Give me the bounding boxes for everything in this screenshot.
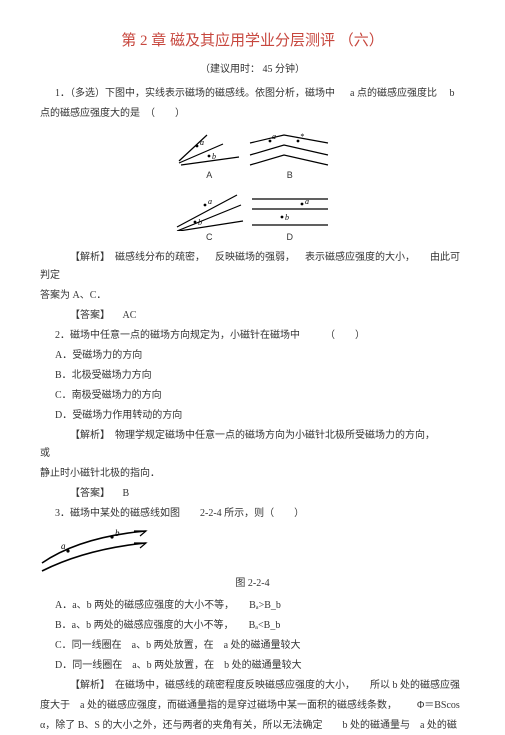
q1-stem-2: 点的磁感应强度大的是 （ ）: [40, 105, 465, 123]
q3-stem: 3．磁场中某处的磁感线如图 2-2-4 所示，则（ ）: [40, 505, 465, 523]
q2-ans-label: 【答案】: [70, 488, 110, 499]
svg-text:a: a: [208, 197, 212, 206]
fig-c: a b C: [173, 191, 245, 245]
q1-ans-label: 【答案】: [70, 310, 110, 321]
q3-figure: a b: [40, 527, 465, 573]
svg-text:*: *: [300, 132, 304, 141]
q1-figrow2: a b C a b D: [40, 191, 465, 247]
q2-stem: 2．磁场中任意一点的磁场方向规定为，小磁针在磁场中 （ ）: [40, 327, 465, 345]
q2-explain2: 静止时小磁针北极的指向．: [40, 465, 465, 483]
q2-explain: 【解析】 物理学规定磁场中任意一点的磁场方向为小磁针北极所受磁场力的方向， 或: [40, 427, 465, 463]
q3-optC: C．同一线圈在 a、b 两处放置，在 a 处的磁通量较大: [40, 637, 465, 655]
q2-optC: C．南极受磁场力的方向: [40, 387, 465, 405]
svg-text:a: a: [305, 197, 309, 206]
q1-stem: 1．（多选）下图中，实线表示磁场的磁感线。依图分析，磁场中 a 点的磁感应强度比…: [40, 85, 465, 103]
q1-exp-b: 反映磁场的强弱，: [215, 252, 295, 263]
q1-ans-val: AC: [123, 310, 137, 321]
svg-text:b: b: [115, 528, 120, 538]
q3-exp2b: Φ＝BScos: [417, 700, 460, 711]
q1-text-b: a 点的磁感应强度比: [350, 88, 437, 99]
q3-explain: 【解析】 在磁场中，磁感线的疏密程度反映磁感应强度的大小， 所以 b 处的磁感应…: [40, 677, 465, 695]
q3B-b: Bₐ<B_b: [249, 620, 281, 631]
q3-exp-b: 所以 b 处的磁感应强: [370, 680, 460, 691]
q2-answer: 【答案】 B: [40, 485, 465, 503]
q3-optA: A．a、b 两处的磁感应强度的大小不等， Bₐ>B_b: [40, 597, 465, 615]
fig-d: a b D: [248, 191, 332, 245]
q2-optD: D．受磁场力作用转动的方向: [40, 407, 465, 425]
q3-exp3b: b 处的磁通量与 a 处的磁: [342, 720, 456, 731]
q1-exp-a: 【解析】 磁感线分布的疏密，: [70, 252, 205, 263]
q2-optA: A．受磁场力的方向: [40, 347, 465, 365]
q2-exp-b: 或: [40, 448, 50, 459]
q3-explain2: 度大于 a 处的磁感应强度，而磁通量指的是穿过磁场中某一面积的磁感线条数， Φ＝…: [40, 697, 465, 715]
svg-text:b: b: [285, 213, 289, 222]
svg-text:a: a: [200, 138, 204, 147]
q3B-a: B．a、b 两处的磁感应强度的大小不等，: [55, 620, 234, 631]
q3A-a: A．a、b 两处的磁感应强度的大小不等，: [55, 600, 234, 611]
q2-ans-val: B: [123, 488, 130, 499]
svg-text:b: b: [198, 218, 202, 227]
q1-explain: 【解析】 磁感线分布的疏密， 反映磁场的强弱， 表示磁感应强度的大小， 由此可判…: [40, 249, 465, 285]
q3-exp3a: α，除了 B、S 的大小之外，还与两者的夹角有关，所以无法确定: [40, 720, 322, 731]
q1-exp-c: 表示磁感应强度的大小，: [305, 252, 415, 263]
q1-answer: 【答案】 AC: [40, 307, 465, 325]
q3-optB: B．a、b 两处的磁感应强度的大小不等， Bₐ<B_b: [40, 617, 465, 635]
q3-explain3: α，除了 B、S 的大小之外，还与两者的夹角有关，所以无法确定 b 处的磁通量与…: [40, 717, 465, 735]
q3-exp2a: 度大于 a 处的磁感应强度，而磁通量指的是穿过磁场中某一面积的磁感线条数，: [40, 700, 397, 711]
q2-exp-a: 【解析】 物理学规定磁场中任意一点的磁场方向为小磁针北极所受磁场力的方向，: [70, 430, 435, 441]
page-subtitle: （建议用时： 45 分钟）: [40, 61, 465, 79]
svg-text:b: b: [212, 152, 216, 161]
svg-text:a: a: [272, 132, 276, 141]
fig-b: a * B: [248, 129, 332, 183]
svg-text:a: a: [61, 541, 66, 551]
q2-optB: B．北极受磁场力方向: [40, 367, 465, 385]
q1-text-a: 1．（多选）下图中，实线表示磁场的磁感线。依图分析，磁场中: [55, 88, 335, 99]
q3-exp-a: 【解析】 在磁场中，磁感线的疏密程度反映磁感应强度的大小，: [70, 680, 355, 691]
fig-d-label: D: [248, 229, 332, 245]
q1-figrow1: a b A a * B: [40, 129, 465, 185]
fig-a: a b A: [173, 129, 245, 183]
q1-text-c: b: [449, 88, 454, 99]
q3-figcap: 图 2-2-4: [40, 575, 465, 593]
fig-a-label: A: [173, 167, 245, 183]
q1-explain2: 答案为 A、C．: [40, 287, 465, 305]
fig-c-label: C: [173, 229, 245, 245]
page-title: 第 2 章 磁及其应用学业分层测评 （六）: [40, 28, 465, 55]
q3A-b: Bₐ>B_b: [249, 600, 281, 611]
fig-b-label: B: [248, 167, 332, 183]
q3-optD: D．同一线圈在 a、b 两处放置，在 b 处的磁通量较大: [40, 657, 465, 675]
